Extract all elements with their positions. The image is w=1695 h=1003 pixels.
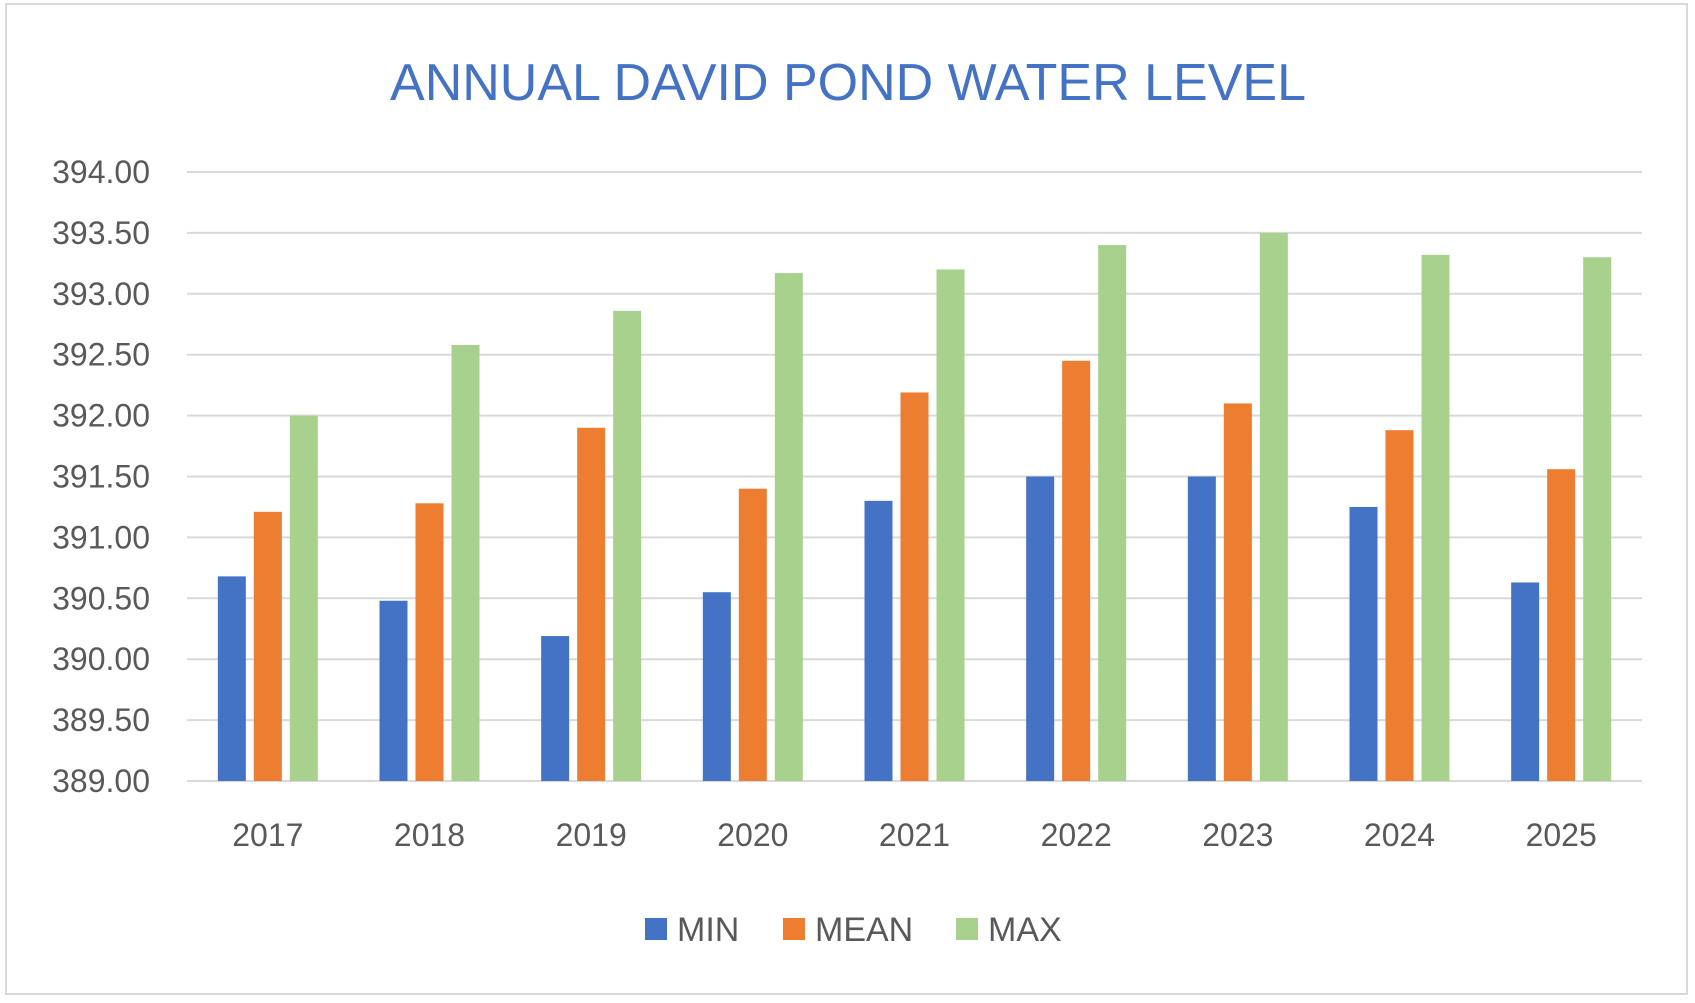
y-axis-tick-labels: 389.00 389.50 390.00 390.50 391.00 391.50 392.… bbox=[52, 154, 150, 799]
y-tick-label: 392.00 bbox=[52, 398, 150, 434]
bar-mean-2017 bbox=[253, 511, 282, 781]
y-tick-label: 392.50 bbox=[52, 337, 150, 373]
x-axis-tick-labels: 2017 2018 2019 2020 2021 2022 2023 2024 2025 bbox=[232, 817, 1597, 853]
legend-label-min: MIN bbox=[677, 911, 739, 949]
bar-max-2021 bbox=[936, 269, 965, 781]
x-tick-label: 2020 bbox=[717, 817, 788, 853]
bar-mean-2021 bbox=[900, 392, 929, 781]
bar-mean-2020 bbox=[738, 488, 767, 781]
bar-mean-2025 bbox=[1547, 469, 1576, 781]
legend-label-mean: MEAN bbox=[815, 911, 913, 949]
y-tick-label: 389.50 bbox=[52, 702, 150, 738]
bar-min-2018 bbox=[379, 600, 408, 781]
legend-swatch-mean bbox=[783, 918, 805, 940]
bar-min-2020 bbox=[702, 592, 731, 781]
bar-max-2022 bbox=[1098, 245, 1127, 781]
bar-min-2022 bbox=[1026, 476, 1055, 781]
legend-swatch-min bbox=[645, 918, 667, 940]
y-tick-label: 390.50 bbox=[52, 580, 150, 616]
legend-label-max: MAX bbox=[988, 911, 1062, 949]
bar-max-2019 bbox=[613, 310, 642, 781]
chart-title: ANNUAL DAVID POND WATER LEVEL bbox=[390, 54, 1306, 112]
x-tick-label: 2025 bbox=[1526, 817, 1597, 853]
y-tick-label: 391.00 bbox=[52, 519, 150, 555]
bar-mean-2022 bbox=[1062, 360, 1091, 781]
x-tick-label: 2023 bbox=[1202, 817, 1273, 853]
bar-min-2023 bbox=[1187, 476, 1216, 781]
y-tick-label: 394.00 bbox=[52, 154, 150, 190]
y-tick-label: 390.00 bbox=[52, 641, 150, 677]
bar-max-2024 bbox=[1421, 254, 1450, 782]
bar-min-2019 bbox=[541, 636, 570, 781]
bar-mean-2018 bbox=[415, 503, 444, 781]
legend: MIN MEAN MAX bbox=[645, 911, 1062, 949]
bar-min-2021 bbox=[864, 500, 893, 781]
bar-max-2025 bbox=[1583, 257, 1612, 781]
bar-max-2017 bbox=[289, 415, 318, 781]
x-tick-label: 2022 bbox=[1041, 817, 1112, 853]
bar-min-2017 bbox=[217, 576, 246, 781]
bar-mean-2019 bbox=[577, 427, 606, 781]
x-tick-label: 2019 bbox=[556, 817, 627, 853]
y-tick-label: 393.00 bbox=[52, 276, 150, 312]
bar-mean-2024 bbox=[1385, 430, 1414, 781]
bars bbox=[217, 232, 1612, 782]
x-tick-label: 2024 bbox=[1364, 817, 1435, 853]
bar-max-2018 bbox=[451, 344, 480, 781]
bar-min-2024 bbox=[1349, 506, 1378, 781]
bar-max-2023 bbox=[1259, 232, 1288, 781]
y-tick-label: 389.00 bbox=[52, 763, 150, 799]
y-tick-label: 391.50 bbox=[52, 459, 150, 495]
legend-swatch-max bbox=[956, 918, 978, 940]
bar-max-2020 bbox=[774, 273, 803, 781]
x-tick-label: 2017 bbox=[232, 817, 303, 853]
y-tick-label: 393.50 bbox=[52, 215, 150, 251]
x-tick-label: 2018 bbox=[394, 817, 465, 853]
x-tick-label: 2021 bbox=[879, 817, 950, 853]
bar-min-2025 bbox=[1511, 582, 1540, 781]
bar-mean-2023 bbox=[1223, 403, 1252, 781]
